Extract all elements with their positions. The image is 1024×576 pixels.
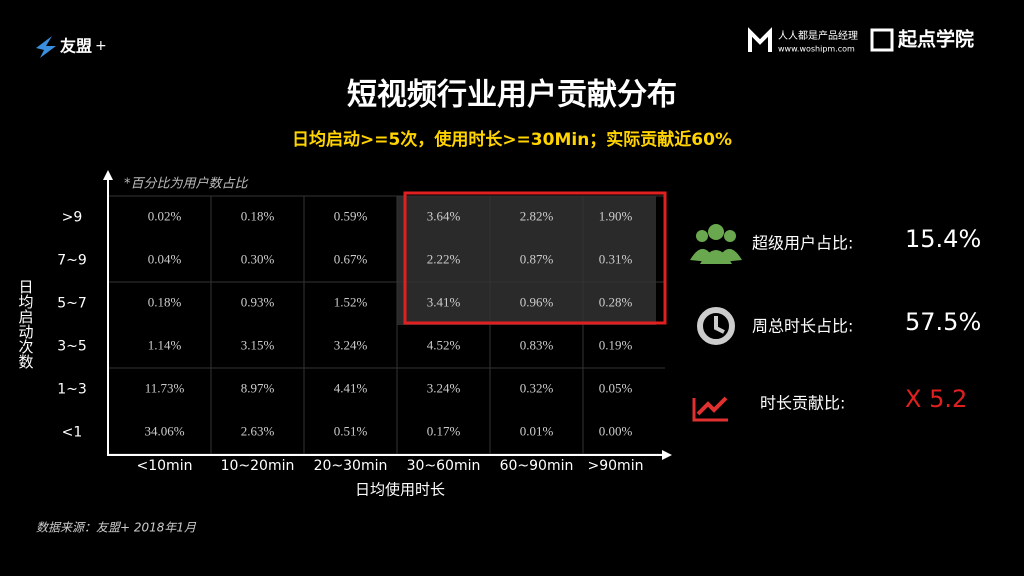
title: 短视频行业用户贡献分布 [347,78,677,113]
highlight-bg [397,196,656,325]
stat-value: 57.5% [905,308,981,336]
col-label: 20~30min [314,458,388,474]
qidian-icon [870,28,894,52]
cell-value: 0.01% [520,423,554,438]
stats: 超级用户占比: 15.4% 周总时长占比: 57.5% 时长贡献比: X 5.2 [752,225,981,413]
cell-value: 0.02% [148,208,182,223]
cell-value: 1.52% [334,294,368,309]
cell-value: 0.19% [599,337,633,352]
highlight-box [403,191,667,325]
cell-value: 11.73% [145,380,185,395]
icon-users [690,224,742,264]
y-axis-label: 日均启动次数 [17,279,35,369]
cell-value: 2.22% [427,251,461,266]
col-label: <10min [137,458,193,474]
cell-value: 4.41% [334,380,368,395]
axes [107,175,668,456]
cell-value: 1.14% [148,337,182,352]
cell-value: 3.24% [427,380,461,395]
cell-value: 0.87% [520,251,554,266]
cell-value: 34.06% [144,423,184,438]
row-label: 5~7 [57,296,87,312]
cell-value: 3.41% [427,294,461,309]
stat-value: 15.4% [905,225,981,253]
cell-value: 0.04% [148,251,182,266]
row-label: >9 [62,210,83,226]
cell-value: 0.31% [599,251,633,266]
col-label: 30~60min [407,458,481,474]
woshipm-icon [748,27,772,52]
logo-icon [36,36,56,58]
cell-value: 0.18% [148,294,182,309]
cell-value: 0.30% [241,251,275,266]
row-label: <1 [62,425,83,441]
cell-value: 2.63% [241,423,275,438]
cell-value: 0.59% [334,208,368,223]
logo-plus: + [95,38,107,54]
row-label: 7~9 [57,253,87,269]
cell-value: 4.52% [427,337,461,352]
col-label: >90min [588,458,644,474]
row-label: 1~3 [57,382,87,398]
cell-value: 0.18% [241,208,275,223]
cell-value: 0.05% [599,380,633,395]
matrix: *百分比为用户数占比 >9 0.02% 0.18% 0.59% 3.64% 2.82% 1.9… [17,170,672,499]
icon-trend [692,396,728,422]
cell-value: 0.67% [334,251,368,266]
stat-label: 超级用户占比: [752,234,853,253]
woshipm-url: www.woshipm.com [778,45,855,54]
icon-history [697,307,735,345]
arrow [103,170,113,180]
cell-value: 0.28% [599,294,633,309]
cell-value: 3.24% [334,337,368,352]
subtitle: 日均启动>=5次，使用时长>=30Min；实际贡献近60% [292,129,732,150]
col-label: 10~20min [221,458,295,474]
col-label: 60~90min [500,458,574,474]
stat-label: 周总时长占比: [752,317,853,336]
stat-label: 时长贡献比: [760,394,845,413]
row-label: 3~5 [57,339,87,355]
cell-value: 0.83% [520,337,554,352]
cell-value: 0.17% [427,423,461,438]
logo-text: 友盟 [60,37,92,56]
cell-value: 0.32% [520,380,554,395]
cell-value: 0.96% [520,294,554,309]
cell-value: 3.64% [427,208,461,223]
cell-value: 3.15% [241,337,275,352]
cell-value: 0.93% [241,294,275,309]
note: *百分比为用户数占比 [124,177,249,192]
cell-value: 8.97% [241,380,275,395]
source: 数据来源：友盟+ 2018年1月 [36,521,197,535]
cell-value: 0.00% [599,423,633,438]
woshipm-name: 人人都是产品经理 [778,29,858,42]
x-axis-label: 日均使用时长 [355,481,445,499]
cell-value: 0.51% [334,423,368,438]
cell-value: 1.90% [599,208,633,223]
stat-value: X 5.2 [905,385,967,413]
qidian-name: 起点学院 [897,28,974,51]
arrow [662,450,672,460]
cell-value: 2.82% [520,208,554,223]
